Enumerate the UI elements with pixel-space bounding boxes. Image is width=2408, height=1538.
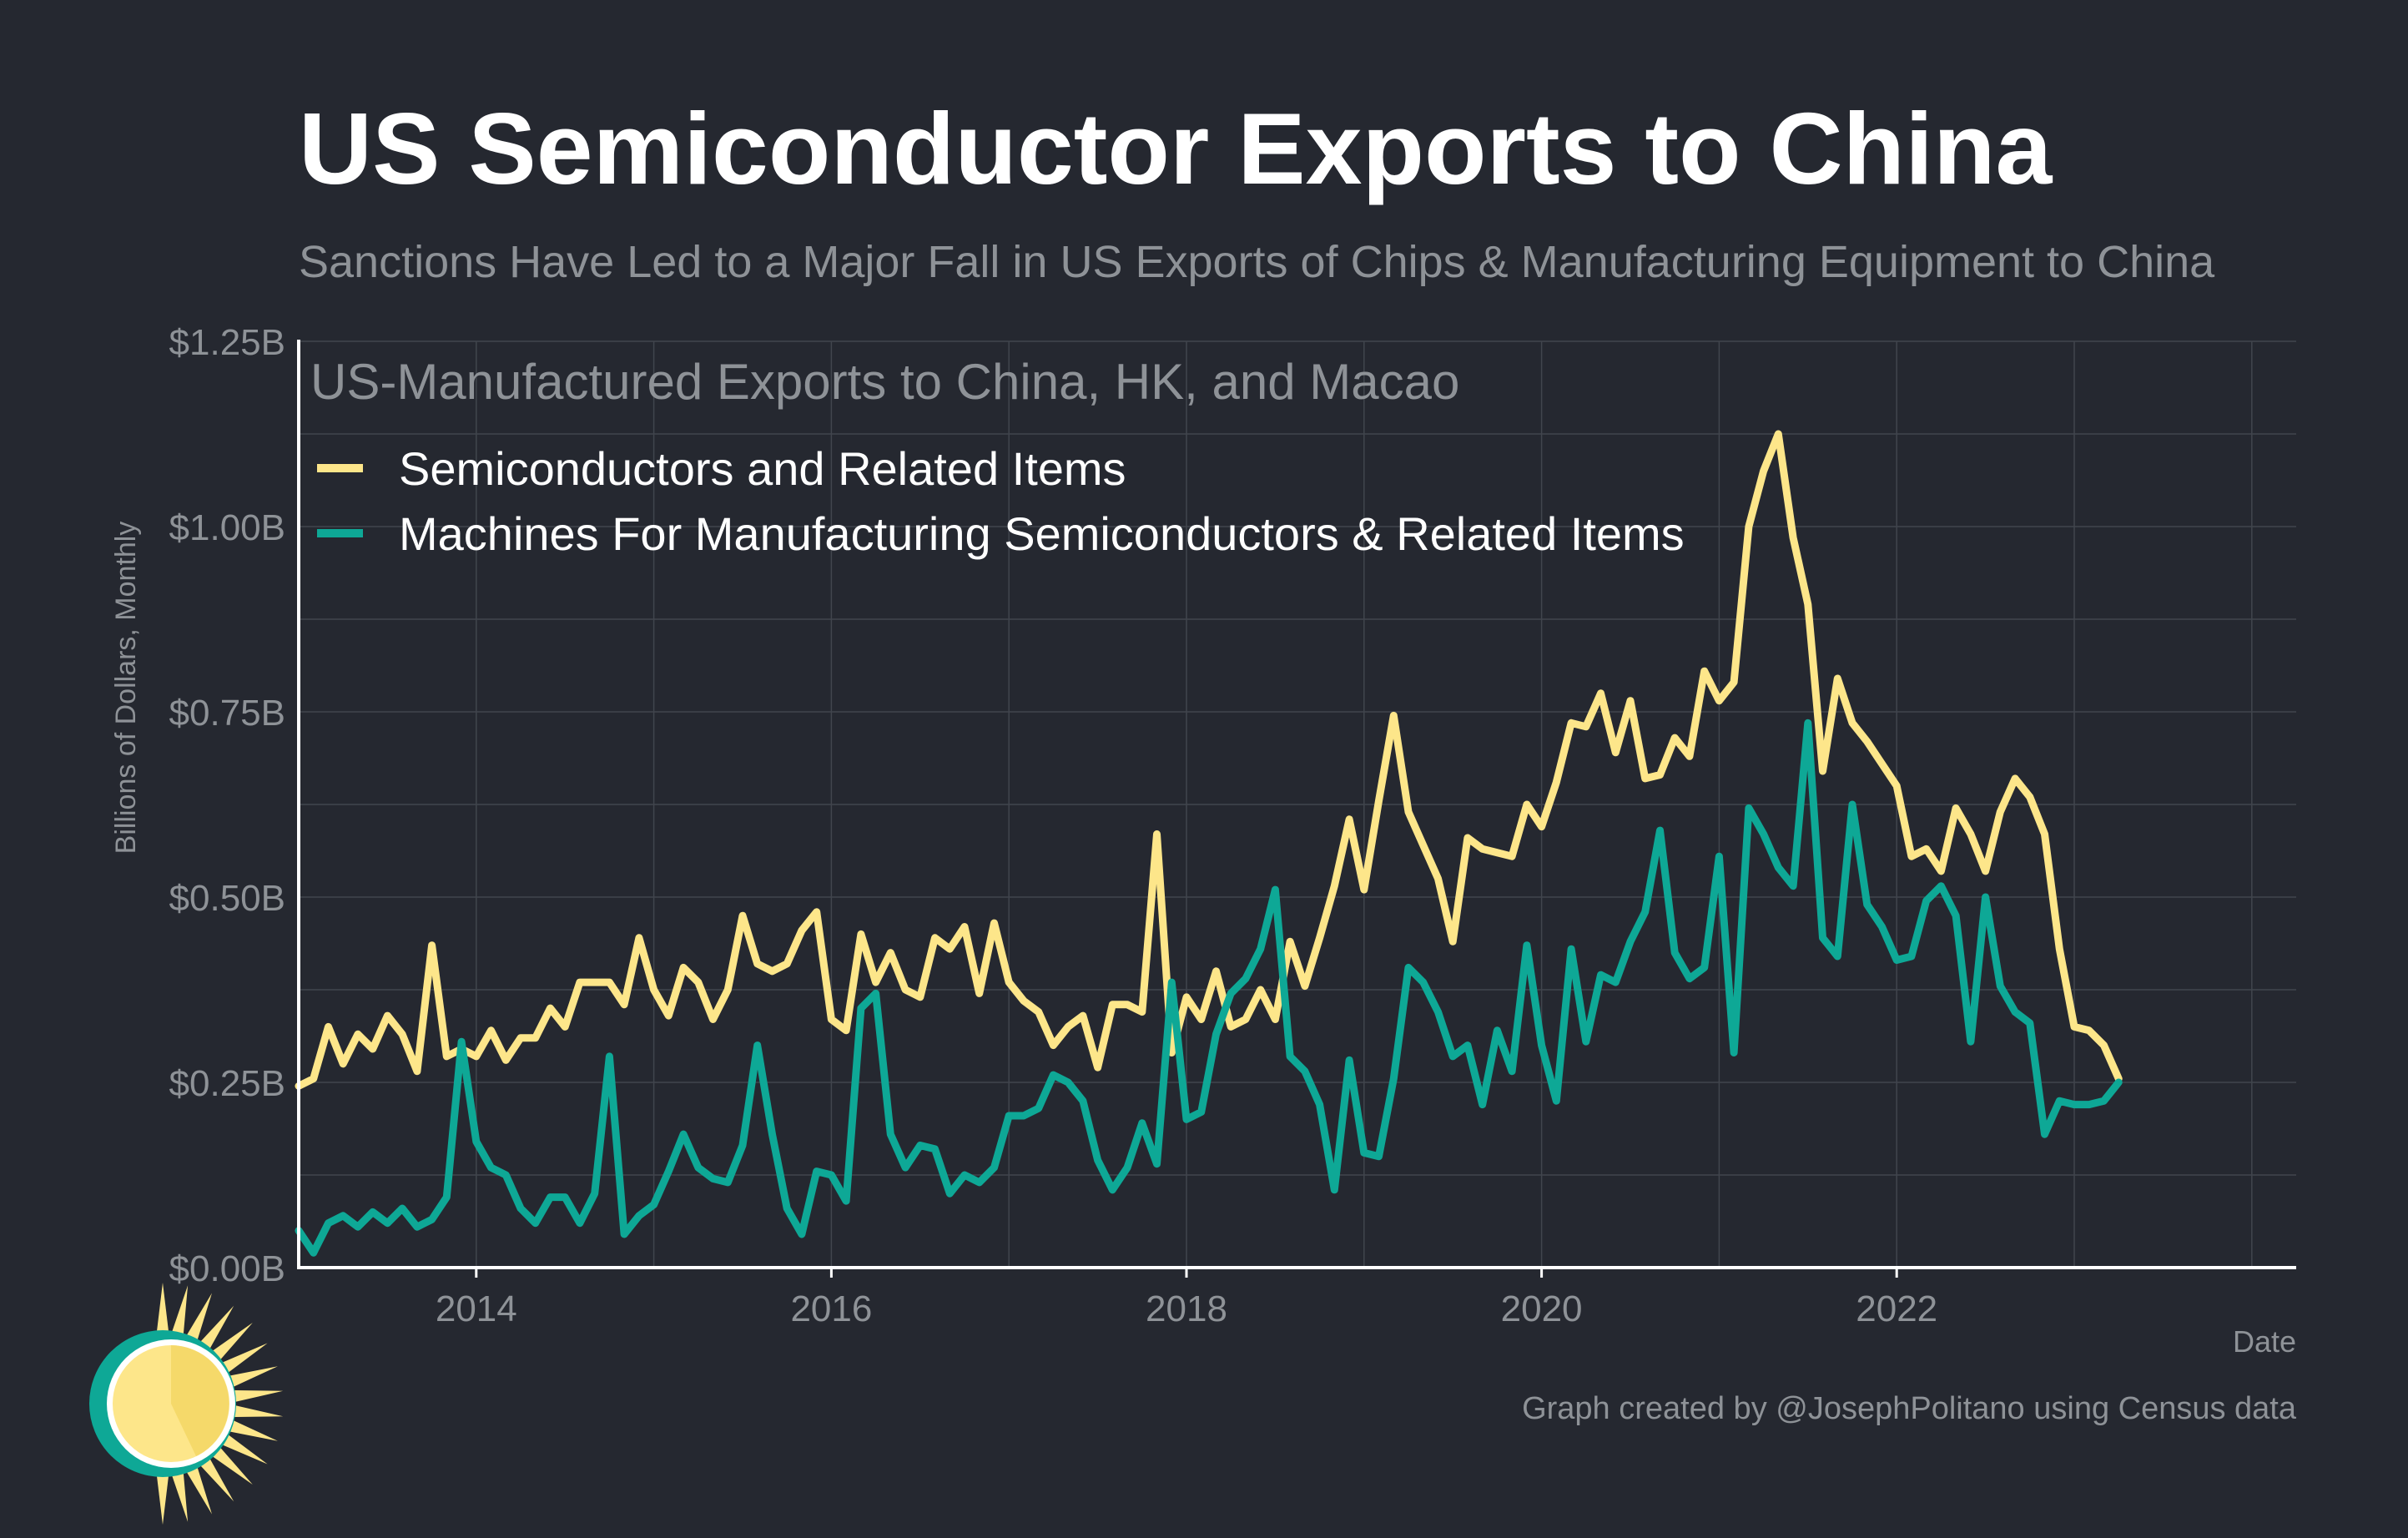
x-axis-label: Date xyxy=(2233,1324,2296,1359)
x-tick-label: 2022 xyxy=(1856,1288,1937,1329)
legend-label: Machines For Manufacturing Semiconductor… xyxy=(399,507,1685,560)
y-tick-label: $1.00B xyxy=(169,507,285,548)
grid-lines xyxy=(299,340,2296,1268)
series-lines xyxy=(295,430,2123,1257)
y-tick-label: $0.00B xyxy=(169,1248,285,1289)
chart-subtitle: Sanctions Have Led to a Major Fall in US… xyxy=(299,237,2215,287)
x-tick-label: 2018 xyxy=(1146,1288,1227,1329)
y-tick-label: $0.25B xyxy=(169,1063,285,1104)
legend-label: Semiconductors and Related Items xyxy=(399,442,1126,495)
x-tick-label: 2016 xyxy=(790,1288,872,1329)
legend-title: US-Manufactured Exports to China, HK, an… xyxy=(310,354,1459,410)
axis-labels: $0.00B $0.25B $0.50B $0.75B $1.00B $1.25B 2014… xyxy=(110,322,1937,1329)
series-line-1 xyxy=(295,430,2123,1090)
chart-title: US Semiconductor Exports to China xyxy=(299,92,2053,205)
y-tick-label: $0.75B xyxy=(169,693,285,734)
series-line-2 xyxy=(295,719,2123,1257)
y-tick-label: $0.50B xyxy=(169,878,285,919)
y-tick-label: $1.25B xyxy=(169,322,285,363)
axes xyxy=(297,340,2296,1278)
sun-logo-icon xyxy=(89,1283,284,1525)
legend: US-Manufactured Exports to China, HK, an… xyxy=(310,354,1685,560)
x-tick-label: 2014 xyxy=(436,1288,517,1329)
x-tick-label: 2020 xyxy=(1501,1288,1583,1329)
y-axis-label: Billions of Dollars, Monthly xyxy=(110,522,142,855)
credit-text: Graph created by @JosephPolitano using C… xyxy=(1522,1391,2297,1426)
sun-ray xyxy=(154,1461,171,1525)
sun-ray xyxy=(154,1283,171,1346)
